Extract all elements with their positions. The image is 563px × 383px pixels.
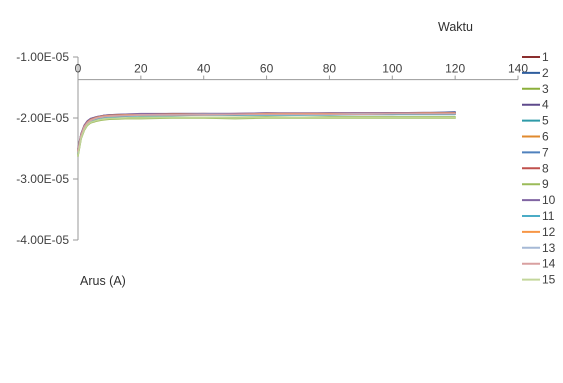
legend-label: 2 (542, 66, 549, 80)
legend-label: 4 (542, 98, 549, 112)
series-lines (77, 111, 456, 157)
legend-label: 15 (542, 273, 556, 287)
y-axis-title: Arus (A) (80, 274, 126, 288)
series-line-9 (77, 116, 456, 156)
series-line-1 (77, 112, 456, 156)
legend-label: 8 (542, 161, 549, 175)
x-axis-title: Waktu (438, 20, 473, 34)
y-tick-label: -1.00E-05 (16, 50, 69, 64)
series-line-3 (77, 117, 456, 157)
x-tick-label: 40 (197, 62, 211, 76)
x-tick-label: 20 (134, 62, 148, 76)
series-line-14 (77, 112, 456, 153)
x-tick-label: 0 (75, 62, 82, 76)
series-line-11 (77, 113, 456, 154)
legend-label: 3 (542, 82, 549, 96)
legend-label: 9 (542, 177, 549, 191)
y-tick-label: -2.00E-05 (16, 111, 69, 125)
y-tick-label: -3.00E-05 (16, 172, 69, 186)
x-tick-label: 100 (382, 62, 402, 76)
legend-label: 7 (542, 145, 549, 159)
legend-label: 5 (542, 114, 549, 128)
legend-label: 12 (542, 225, 556, 239)
series-line-15 (77, 116, 456, 156)
y-tick-label: -4.00E-05 (16, 233, 69, 247)
legend-label: 6 (542, 130, 549, 144)
legend-label: 10 (542, 193, 556, 207)
axes (77, 57, 518, 240)
tick-marks (73, 56, 519, 241)
series-line-5 (77, 113, 456, 155)
legend-label: 11 (542, 209, 555, 223)
legend-label: 1 (542, 50, 549, 64)
x-tick-label: 120 (445, 62, 465, 76)
tick-labels: -1.00E-05 -2.00E-05 -3.00E-05 -4.00E-05 0 20 4… (16, 50, 528, 247)
x-tick-label: 80 (323, 62, 337, 76)
legend-label: 14 (542, 257, 556, 271)
legend-label: 13 (542, 241, 556, 255)
x-tick-label: 60 (260, 62, 274, 76)
